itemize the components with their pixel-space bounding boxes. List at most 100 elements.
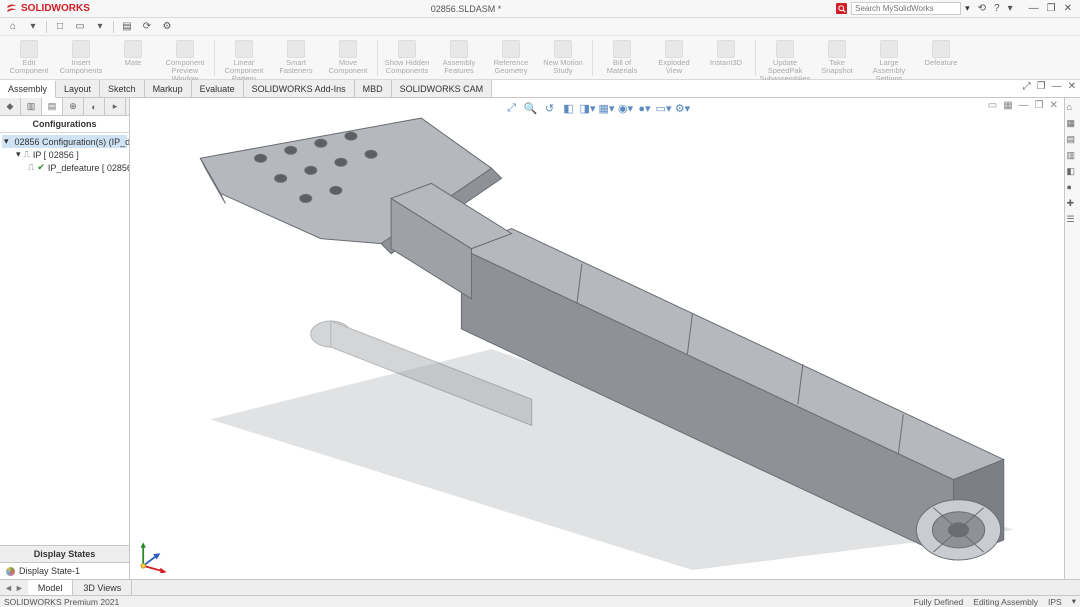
search-input[interactable] [851,2,961,15]
motion-tab-strip: ◄ ► Model 3D Views [0,579,1080,595]
ribbon-linear-pattern[interactable]: Linear Component Pattern [219,38,269,85]
ribbon-large-assembly[interactable]: Large Assembly Settings [864,38,914,85]
bottom-tab-3dviews[interactable]: 3D Views [73,580,132,595]
command-ribbon: Edit Component Insert Components Mate Co… [0,36,1080,80]
tab-addins[interactable]: SOLIDWORKS Add-Ins [244,80,355,97]
mate-icon [124,40,142,58]
feature-manager-panel: ◆ ▥ ▤ ⊕ ◐ ▸ Configurations ▾ 02856 Confi… [0,98,130,579]
status-units[interactable]: IPS [1048,597,1062,607]
smart-fasteners-icon [287,40,305,58]
ribbon-reference-geometry[interactable]: Reference Geometry [486,38,536,77]
instant3d-icon [717,40,735,58]
ribbon-defeature[interactable]: Defeature [916,38,966,69]
taskpane-explorer-icon[interactable]: ▥ [1067,150,1079,162]
taskpane-custom-icon[interactable]: ✚ [1067,198,1079,210]
expand-icon[interactable]: ▾ [4,136,9,147]
tab-prev-icon[interactable]: ◄ [4,583,13,593]
tab-assembly[interactable]: Assembly [0,81,56,98]
help-icon[interactable]: ? [994,3,1000,14]
ribbon-new-motion-study[interactable]: New Motion Study [538,38,588,77]
ribbon-smart-fasteners[interactable]: Smart Fasteners [271,38,321,77]
tree-child-1[interactable]: ▾ ⎍ IP [ 02856 ] [2,148,127,161]
ribbon-exploded-view[interactable]: Exploded View [649,38,699,77]
bottom-tab-model[interactable]: Model [28,580,74,595]
configuration-tree[interactable]: ▾ 02856 Configuration(s) (IP_defeat ▾ ⎍ … [0,133,129,545]
ribbon-take-snapshot[interactable]: Take Snapshot [812,38,862,77]
search-icon[interactable] [836,3,847,14]
home-icon[interactable]: ⌂ [6,20,20,34]
help-buttons: ⟲ ? ▾ [970,3,1021,14]
tab-markup[interactable]: Markup [145,80,192,97]
property-manager-tab-icon[interactable]: ▥ [21,98,42,115]
motion-study-icon [554,40,572,58]
bom-icon [613,40,631,58]
min-ribbon-icon[interactable]: — [1052,81,1062,92]
open-icon[interactable]: ▭ [73,20,87,34]
assembly-features-icon [450,40,468,58]
taskpane-view-palette-icon[interactable]: ◧ [1067,166,1079,178]
status-dropdown-icon[interactable]: ▾ [1072,596,1076,607]
title-bar: SOLIDWORKS 02856.SLDASM * ▾ ⟲ ? ▾ — ❐ ✕ [0,0,1080,18]
ribbon-mate[interactable]: Mate [108,38,158,69]
ribbon-assembly-features[interactable]: Assembly Features [434,38,484,77]
move-component-icon [339,40,357,58]
new-icon[interactable]: □ [53,20,67,34]
expand-icon[interactable]: ▾ [16,149,21,160]
tab-evaluate[interactable]: Evaluate [192,80,244,97]
help-dropdown-icon[interactable]: ▾ [1008,3,1013,14]
display-state-item[interactable]: Display State-1 [0,563,129,579]
tree-root-label: 02856 Configuration(s) (IP_defeat [15,137,129,147]
taskpane-library-icon[interactable]: ▤ [1067,134,1079,146]
ribbon-insert-components[interactable]: Insert Components [56,38,106,77]
options-icon[interactable]: ⚙ [160,20,174,34]
recent-dropdown-icon[interactable]: ▾ [26,20,40,34]
ribbon-component-preview[interactable]: Component Preview Window [160,38,210,85]
maximize-button[interactable]: ❐ [1047,3,1056,14]
separator [377,40,378,76]
rebuild-icon[interactable]: ⟳ [140,20,154,34]
tree-root-item[interactable]: ▾ 02856 Configuration(s) (IP_defeat [2,135,127,148]
feature-manager-tab-icon[interactable]: ◆ [0,98,21,115]
ribbon-show-hidden[interactable]: Show Hidden Components [382,38,432,77]
tab-sketch[interactable]: Sketch [100,80,145,97]
taskpane-forum-icon[interactable]: ☰ [1067,214,1079,226]
command-tab-strip: Assembly Layout Sketch Markup Evaluate S… [0,80,1080,98]
save-icon[interactable]: ▾ [93,20,107,34]
ribbon-move-component[interactable]: Move Component [323,38,373,77]
app-logo: SOLIDWORKS [0,3,96,15]
insert-components-icon [72,40,90,58]
tab-next-icon[interactable]: ► [15,583,24,593]
ribbon-bom[interactable]: Bill of Materials [597,38,647,77]
part-icon: ⎍ [28,162,34,173]
search-area: ▾ [836,2,970,15]
ribbon-edit-component[interactable]: Edit Component [4,38,54,77]
display-manager-tab-icon[interactable]: ◐ [84,98,105,115]
tab-right-controls: ⤢ ❐ — ✕ [1023,81,1076,92]
taskpane-home-icon[interactable]: ⌂ [1067,102,1079,114]
updates-icon[interactable]: ⟲ [978,3,986,14]
tab-layout[interactable]: Layout [56,80,100,97]
orientation-triad[interactable] [136,537,172,573]
configuration-manager-tab-icon[interactable]: ▤ [42,98,63,115]
close-doc-icon[interactable]: ✕ [1068,81,1076,92]
cam-manager-tab-icon[interactable]: ▸ [105,98,126,115]
close-button[interactable]: ✕ [1064,3,1072,14]
minimize-button[interactable]: — [1029,3,1039,14]
separator [755,40,756,76]
print-icon[interactable]: ▤ [120,20,134,34]
dimxpert-tab-icon[interactable]: ⊕ [63,98,84,115]
tree-child-2[interactable]: ⎍ ✔ IP_defeature [ 02856 [2,161,127,174]
restore-icon[interactable]: ❐ [1037,81,1046,92]
ribbon-instant3d[interactable]: Instant3D [701,38,751,69]
graphics-viewport[interactable]: ⤢ 🔍 ↺ ◧ ◨▾ ▦▾ ◉▾ ●▾ ▭▾ ⚙▾ ▭ ▦ — ❐ ✕ [130,98,1064,579]
tab-mbd[interactable]: MBD [355,80,392,97]
display-state-label: Display State-1 [19,566,80,576]
display-states-heading: Display States [0,546,129,563]
taskpane-resources-icon[interactable]: ▦ [1067,118,1079,130]
expand-icon[interactable]: ⤢ [1023,81,1031,92]
manager-tab-strip: ◆ ▥ ▤ ⊕ ◐ ▸ [0,98,129,116]
tab-cam[interactable]: SOLIDWORKS CAM [392,80,493,97]
ribbon-update-speedpak[interactable]: Update SpeedPak Subassemblies [760,38,810,85]
linear-pattern-icon [235,40,253,58]
taskpane-appearances-icon[interactable]: ● [1067,182,1079,194]
